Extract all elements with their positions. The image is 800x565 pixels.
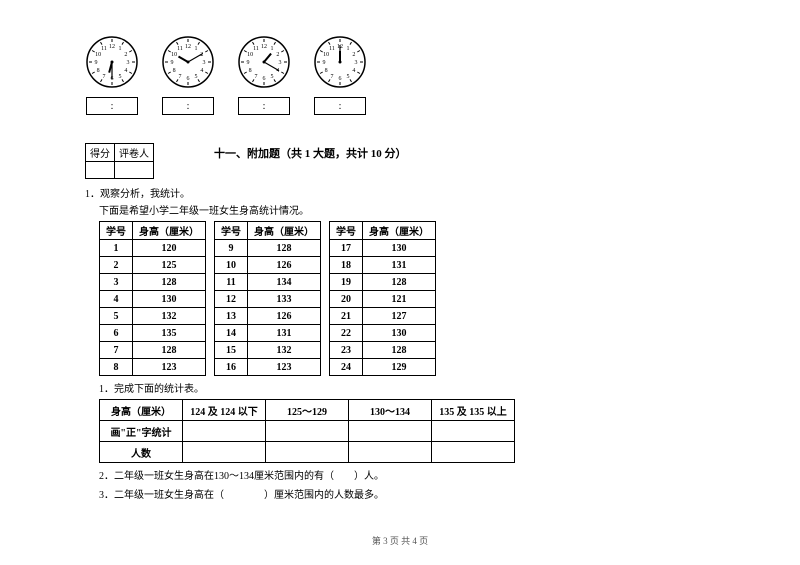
svg-text:10: 10 (323, 52, 329, 58)
svg-text:3: 3 (127, 60, 130, 66)
svg-text:11: 11 (177, 46, 183, 52)
clock-answer-2[interactable]: : (162, 97, 214, 115)
clock-face-icon: 121234567891011 (237, 35, 291, 89)
height-data-tables: 学号身高（厘米）11202125312841305132613571288123… (99, 221, 715, 376)
question-1-sub: 下面是希望小学二年级一班女生身高统计情况。 (99, 202, 715, 217)
svg-text:2: 2 (276, 52, 279, 58)
svg-text:10: 10 (171, 52, 177, 58)
clock-face-icon: 121234567891011 (85, 35, 139, 89)
svg-text:7: 7 (331, 74, 334, 80)
sub-question-2: 2．二年级一班女生身高在130～134厘米范围内的有（ ）人。 (99, 467, 715, 482)
svg-text:10: 10 (247, 52, 253, 58)
question-1: 1．观察分析，我统计。 (85, 185, 715, 200)
svg-text:6: 6 (339, 76, 342, 82)
svg-text:1: 1 (119, 46, 122, 52)
svg-text:6: 6 (263, 76, 266, 82)
svg-text:9: 9 (95, 60, 98, 66)
clock-3: 121234567891011 : (237, 35, 291, 115)
sub-question-3: 3．二年级一班女生身高在（ ）厘米范围内的人数最多。 (99, 486, 715, 501)
svg-text:8: 8 (173, 68, 176, 74)
svg-text:12: 12 (185, 44, 191, 50)
svg-text:1: 1 (271, 46, 274, 52)
svg-text:9: 9 (171, 60, 174, 66)
svg-text:8: 8 (97, 68, 100, 74)
data-table-1: 学号身高（厘米）11202125312841305132613571288123 (99, 221, 206, 376)
clock-face-icon: 121234567891011 (313, 35, 367, 89)
svg-text:5: 5 (271, 74, 274, 80)
score-table: 得分 评卷人 (85, 143, 154, 179)
clock-answer-1[interactable]: : (86, 97, 138, 115)
data-table-3: 学号身高（厘米）17130181311912820121211272213023… (329, 221, 436, 376)
svg-text:8: 8 (249, 68, 252, 74)
clock-1: 121234567891011 : (85, 35, 139, 115)
stat-table: 身高（厘米）124 及 124 以下125～129130～134135 及 13… (99, 399, 515, 463)
svg-text:8: 8 (325, 68, 328, 74)
svg-text:4: 4 (124, 68, 127, 74)
svg-text:3: 3 (203, 60, 206, 66)
svg-text:7: 7 (179, 74, 182, 80)
clock-2: 121234567891011 : (161, 35, 215, 115)
clock-answer-3[interactable]: : (238, 97, 290, 115)
svg-text:11: 11 (253, 46, 259, 52)
svg-text:10: 10 (95, 52, 101, 58)
svg-text:4: 4 (200, 68, 203, 74)
grader-cell[interactable] (115, 162, 154, 179)
page-footer: 第 3 页 共 4 页 (0, 534, 800, 547)
svg-text:11: 11 (101, 46, 107, 52)
clocks-row: 121234567891011 : 121234567891011 : 1212… (85, 35, 715, 115)
svg-text:2: 2 (352, 52, 355, 58)
grader-label: 评卷人 (115, 144, 154, 162)
svg-text:12: 12 (261, 44, 267, 50)
svg-text:11: 11 (329, 46, 335, 52)
svg-text:5: 5 (119, 74, 122, 80)
clock-4: 121234567891011 : (313, 35, 367, 115)
score-cell[interactable] (86, 162, 115, 179)
svg-text:6: 6 (187, 76, 190, 82)
score-label: 得分 (86, 144, 115, 162)
svg-text:7: 7 (103, 74, 106, 80)
sub-question-1: 1．完成下面的统计表。 (99, 380, 715, 395)
svg-text:12: 12 (109, 44, 115, 50)
clock-answer-4[interactable]: : (314, 97, 366, 115)
svg-text:1: 1 (347, 46, 350, 52)
data-table-2: 学号身高（厘米）91281012611134121331312614131151… (214, 221, 321, 376)
clock-face-icon: 121234567891011 (161, 35, 215, 89)
section-title: 十一、附加题（共 1 大题，共计 10 分） (214, 145, 407, 161)
svg-text:9: 9 (323, 60, 326, 66)
svg-text:7: 7 (255, 74, 258, 80)
svg-text:5: 5 (347, 74, 350, 80)
svg-text:4: 4 (352, 68, 355, 74)
svg-text:2: 2 (124, 52, 127, 58)
svg-text:3: 3 (279, 60, 282, 66)
svg-text:5: 5 (195, 74, 198, 80)
score-section: 得分 评卷人 十一、附加题（共 1 大题，共计 10 分） (85, 143, 715, 179)
svg-text:1: 1 (195, 46, 198, 52)
svg-text:3: 3 (355, 60, 358, 66)
svg-text:9: 9 (247, 60, 250, 66)
